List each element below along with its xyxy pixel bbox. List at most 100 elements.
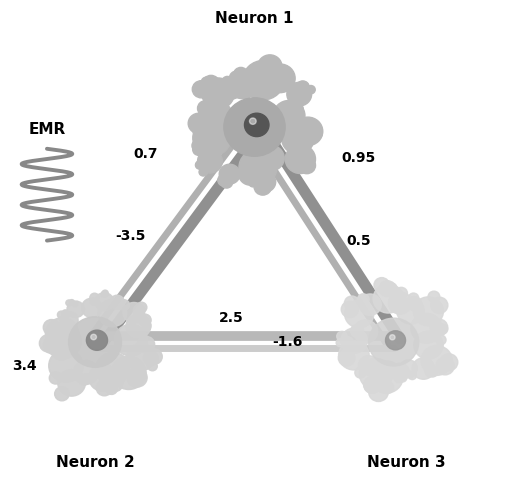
Circle shape bbox=[95, 293, 114, 311]
Circle shape bbox=[119, 300, 130, 310]
Circle shape bbox=[79, 374, 90, 385]
Circle shape bbox=[201, 101, 216, 115]
Circle shape bbox=[285, 145, 316, 174]
Circle shape bbox=[82, 374, 92, 382]
Circle shape bbox=[257, 59, 273, 74]
Circle shape bbox=[395, 287, 407, 299]
Circle shape bbox=[87, 330, 107, 350]
Circle shape bbox=[345, 300, 374, 328]
Text: Neuron 3: Neuron 3 bbox=[367, 455, 446, 470]
Circle shape bbox=[355, 367, 366, 378]
Circle shape bbox=[69, 299, 74, 305]
Circle shape bbox=[45, 318, 79, 350]
Circle shape bbox=[282, 123, 314, 154]
Circle shape bbox=[373, 284, 404, 313]
Circle shape bbox=[363, 377, 381, 393]
Circle shape bbox=[203, 104, 218, 119]
Circle shape bbox=[228, 70, 258, 99]
Circle shape bbox=[81, 376, 89, 383]
Circle shape bbox=[358, 295, 366, 302]
Circle shape bbox=[359, 358, 392, 390]
Circle shape bbox=[45, 324, 81, 359]
Circle shape bbox=[49, 372, 62, 384]
Circle shape bbox=[46, 340, 60, 353]
Circle shape bbox=[51, 348, 58, 354]
Circle shape bbox=[358, 356, 379, 375]
Circle shape bbox=[144, 322, 151, 329]
Circle shape bbox=[273, 101, 305, 131]
Circle shape bbox=[426, 368, 434, 377]
Circle shape bbox=[336, 339, 345, 347]
Circle shape bbox=[341, 328, 367, 353]
Circle shape bbox=[338, 341, 369, 370]
Circle shape bbox=[197, 101, 214, 116]
Circle shape bbox=[66, 300, 72, 306]
Text: Neuron 1: Neuron 1 bbox=[215, 11, 294, 26]
Circle shape bbox=[364, 378, 380, 393]
Circle shape bbox=[90, 293, 99, 302]
Circle shape bbox=[201, 77, 212, 87]
Circle shape bbox=[342, 337, 354, 348]
Circle shape bbox=[379, 281, 396, 296]
Circle shape bbox=[111, 356, 146, 389]
Circle shape bbox=[58, 311, 65, 318]
Circle shape bbox=[380, 381, 393, 394]
Circle shape bbox=[144, 351, 158, 365]
Circle shape bbox=[136, 302, 147, 312]
Circle shape bbox=[193, 120, 231, 156]
Circle shape bbox=[106, 383, 117, 395]
Circle shape bbox=[357, 294, 369, 305]
Circle shape bbox=[265, 64, 295, 93]
Circle shape bbox=[202, 78, 234, 109]
Circle shape bbox=[126, 314, 151, 338]
Circle shape bbox=[127, 344, 155, 371]
Circle shape bbox=[96, 352, 130, 385]
Circle shape bbox=[436, 335, 446, 345]
Circle shape bbox=[60, 312, 78, 329]
Circle shape bbox=[341, 301, 358, 317]
Circle shape bbox=[221, 80, 242, 99]
Circle shape bbox=[298, 157, 316, 174]
Circle shape bbox=[421, 346, 453, 375]
Text: -1.6: -1.6 bbox=[272, 335, 302, 349]
Circle shape bbox=[254, 178, 271, 195]
Circle shape bbox=[254, 172, 276, 192]
Text: 0.5: 0.5 bbox=[346, 234, 371, 247]
Circle shape bbox=[62, 310, 69, 316]
Circle shape bbox=[397, 298, 424, 324]
Circle shape bbox=[193, 121, 216, 142]
Circle shape bbox=[96, 381, 112, 396]
Circle shape bbox=[258, 145, 284, 171]
Circle shape bbox=[98, 299, 127, 327]
Circle shape bbox=[199, 168, 208, 176]
Circle shape bbox=[354, 320, 378, 343]
Circle shape bbox=[39, 334, 58, 352]
Circle shape bbox=[89, 364, 118, 391]
Text: EMR: EMR bbox=[29, 122, 66, 137]
Circle shape bbox=[280, 67, 291, 76]
Circle shape bbox=[221, 177, 233, 188]
Circle shape bbox=[408, 293, 419, 303]
Circle shape bbox=[412, 358, 435, 379]
Circle shape bbox=[243, 60, 284, 100]
Circle shape bbox=[395, 376, 402, 382]
Circle shape bbox=[436, 358, 454, 375]
Circle shape bbox=[102, 290, 108, 296]
Circle shape bbox=[222, 76, 232, 86]
Circle shape bbox=[224, 98, 285, 156]
Circle shape bbox=[440, 354, 458, 371]
Text: -3.5: -3.5 bbox=[115, 229, 146, 243]
Circle shape bbox=[52, 343, 71, 360]
Circle shape bbox=[414, 331, 443, 359]
Circle shape bbox=[400, 360, 417, 377]
Circle shape bbox=[81, 298, 102, 317]
Circle shape bbox=[43, 336, 62, 354]
Circle shape bbox=[91, 298, 98, 305]
Circle shape bbox=[67, 301, 84, 317]
Circle shape bbox=[58, 370, 86, 396]
Circle shape bbox=[430, 319, 448, 336]
Circle shape bbox=[137, 336, 155, 353]
Circle shape bbox=[407, 296, 421, 311]
Circle shape bbox=[368, 381, 379, 391]
Circle shape bbox=[239, 149, 277, 186]
